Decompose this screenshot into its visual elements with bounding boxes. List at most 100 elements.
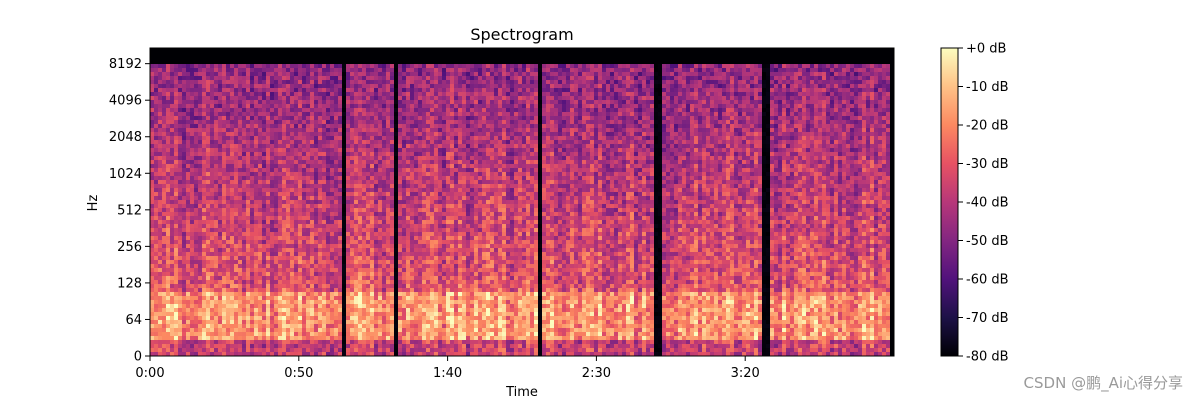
heatmap-cell [198,288,203,293]
heatmap-cell [310,308,315,313]
heatmap-cell [266,196,271,201]
heatmap-cell [406,256,411,261]
heatmap-cell [346,60,351,65]
heatmap-cell [374,272,379,277]
heatmap-cell [258,236,263,241]
heatmap-cell [262,200,267,205]
heatmap-cell [154,268,159,273]
heatmap-cell [350,128,355,133]
heatmap-cell [330,140,335,145]
heatmap-cell [406,168,411,173]
heatmap-cell [318,200,323,205]
heatmap-cell [362,108,367,113]
heatmap-cell [170,160,175,165]
heatmap-cell [166,176,171,181]
heatmap-cell [382,152,387,157]
heatmap-cell [350,168,355,173]
heatmap-cell [314,328,319,333]
heatmap-cell [386,308,391,313]
heatmap-cell [170,336,175,341]
heatmap-cell [406,152,411,157]
heatmap-cell [358,352,363,357]
heatmap-cell [334,140,339,145]
heatmap-cell [346,352,351,357]
heatmap-cell [362,312,367,317]
heatmap-cell [302,172,307,177]
heatmap-cell [278,244,283,249]
heatmap-cell [398,200,403,205]
heatmap-cell [406,200,411,205]
heatmap-cell [350,136,355,141]
heatmap-cell [238,248,243,253]
heatmap-cell [266,208,271,213]
heatmap-cell [382,168,387,173]
heatmap-cell [158,252,163,257]
heatmap-cell [234,348,239,353]
heatmap-cell [306,292,311,297]
heatmap-cell [190,300,195,305]
heatmap-cell [378,168,383,173]
heatmap-cell [350,184,355,189]
heatmap-cell [234,136,239,141]
heatmap-cell [286,100,291,105]
heatmap-cell [370,128,375,133]
heatmap-cell [202,116,207,121]
heatmap-cell [386,112,391,117]
heatmap-cell [286,152,291,157]
heatmap-cell [222,308,227,313]
heatmap-cell [366,248,371,253]
heatmap-cell [314,224,319,229]
heatmap-cell [310,236,315,241]
heatmap-cell [358,332,363,337]
heatmap-cell [398,124,403,129]
heatmap-cell [322,72,327,77]
heatmap-cell [190,128,195,133]
heatmap-cell [334,92,339,97]
heatmap-cell [270,208,275,213]
heatmap-cell [218,156,223,161]
heatmap-cell [270,352,275,357]
heatmap-cell [274,168,279,173]
heatmap-cell [346,320,351,325]
heatmap-cell [390,76,395,81]
heatmap-cell [286,52,291,57]
heatmap-cell [306,348,311,353]
heatmap-cell [246,56,251,61]
heatmap-cell [370,120,375,125]
heatmap-cell [358,304,363,309]
heatmap-cell [298,292,303,297]
heatmap-cell [330,224,335,229]
heatmap-cell [314,316,319,321]
heatmap-cell [190,188,195,193]
heatmap-cell [218,344,223,349]
heatmap-cell [282,204,287,209]
heatmap-cell [202,208,207,213]
heatmap-cell [254,180,259,185]
heatmap-cell [234,196,239,201]
heatmap-cell [402,132,407,137]
heatmap-cell [242,240,247,245]
heatmap-cell [174,48,179,53]
heatmap-cell [258,300,263,305]
heatmap-cell [186,312,191,317]
heatmap-cell [178,92,183,97]
heatmap-cell [218,100,223,105]
heatmap-cell [186,128,191,133]
heatmap-cell [194,216,199,221]
heatmap-cell [190,124,195,129]
heatmap-cell [186,352,191,357]
heatmap-cell [186,136,191,141]
heatmap-cell [326,252,331,257]
heatmap-cell [338,212,343,217]
heatmap-cell [394,268,399,273]
heatmap-cell [310,140,315,145]
heatmap-cell [262,324,267,329]
heatmap-cell [370,212,375,217]
heatmap-cell [374,136,379,141]
heatmap-cell [226,292,231,297]
heatmap-cell [346,308,351,313]
heatmap-cell [254,64,259,69]
heatmap-cell [338,180,343,185]
heatmap-cell [262,88,267,93]
heatmap-cell [246,144,251,149]
